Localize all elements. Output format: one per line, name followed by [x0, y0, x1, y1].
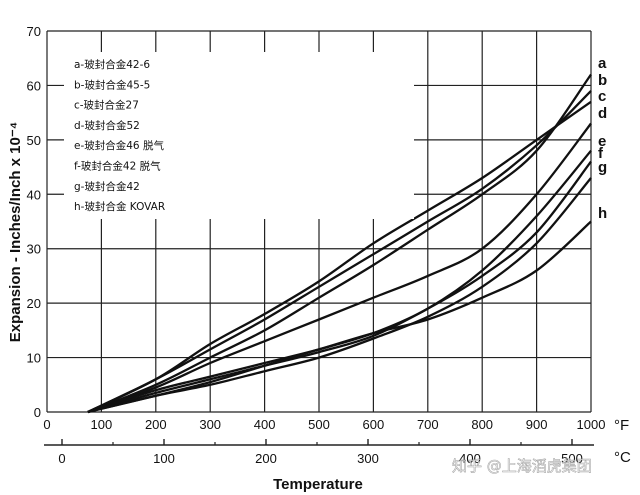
- series-line-c: [87, 100, 592, 414]
- series-label-g: g: [598, 159, 607, 176]
- x-tick-label-800: 800: [471, 417, 493, 432]
- y-tick-label-60: 60: [27, 78, 41, 93]
- x2-tick-label-100: 100: [153, 451, 175, 466]
- series-line-d: [87, 122, 592, 414]
- legend-entry: c-玻封合金27: [74, 99, 139, 112]
- x-tick-label-1000: 1000: [577, 417, 606, 432]
- x-tick-label-500: 500: [308, 417, 330, 432]
- legend-entry: g-玻封合金42: [74, 180, 140, 193]
- series-label-c: c: [598, 88, 606, 105]
- x-tick-label-700: 700: [417, 417, 439, 432]
- x-tick-label-100: 100: [91, 417, 113, 432]
- x2-tick-label-500: 500: [561, 451, 583, 466]
- series-line-f: [87, 160, 592, 414]
- x-unit-primary: °F: [614, 417, 629, 434]
- x-axis-title: Temperature: [273, 476, 363, 493]
- x-tick-label-400: 400: [254, 417, 276, 432]
- series-label-h: h: [598, 205, 607, 222]
- legend-entry: a-玻封合金42-6: [74, 58, 150, 71]
- series-label-f: f: [598, 145, 604, 162]
- series-label-e: e: [598, 133, 606, 150]
- y-tick-label-70: 70: [27, 24, 41, 39]
- x-unit-secondary: °C: [614, 449, 631, 466]
- x-tick-label-600: 600: [363, 417, 385, 432]
- series-line-h: [87, 220, 592, 414]
- x2-tick-label-400: 400: [459, 451, 481, 466]
- x2-tick-label-200: 200: [255, 451, 277, 466]
- y-tick-label-20: 20: [27, 296, 41, 311]
- y-tick-label-0: 0: [34, 405, 41, 420]
- x-tick-label-0: 0: [43, 417, 50, 432]
- series-line-a: [87, 73, 592, 414]
- series-lines: [87, 73, 592, 414]
- y-axis-title: Expansion - Inches/Inch x 10⁻⁴: [7, 122, 24, 342]
- y-tick-label-30: 30: [27, 242, 41, 257]
- y-tick-label-50: 50: [27, 133, 41, 148]
- series-line-b: [87, 90, 592, 414]
- y-tick-label-10: 10: [27, 351, 41, 366]
- legend-background: [64, 52, 414, 219]
- x-tick-label-900: 900: [526, 417, 548, 432]
- x2-tick-label-300: 300: [357, 451, 379, 466]
- legend-entry: f-玻封合金42 脱气: [74, 160, 161, 173]
- series-label-a: a: [598, 55, 607, 72]
- x2-tick-label-0: 0: [58, 451, 65, 466]
- series-label-d: d: [598, 105, 607, 122]
- series-label-b: b: [598, 72, 607, 89]
- y-tick-label-40: 40: [27, 187, 41, 202]
- legend-entry: e-玻封合金46 脱气: [74, 139, 164, 152]
- x-tick-label-300: 300: [199, 417, 221, 432]
- legend: a-玻封合金42-6 b-玻封合金45-5 c-玻封合金27 d-玻封合金52 e-玻封…: [64, 52, 414, 219]
- watermark: 知乎 @上海滔虎集团: [452, 457, 592, 475]
- legend-entry: b-玻封合金45-5: [74, 78, 150, 91]
- x-tick-label-200: 200: [145, 417, 167, 432]
- legend-entry: h-玻封合金 KOVAR: [74, 200, 165, 213]
- legend-entry: d-玻封合金52: [74, 119, 140, 132]
